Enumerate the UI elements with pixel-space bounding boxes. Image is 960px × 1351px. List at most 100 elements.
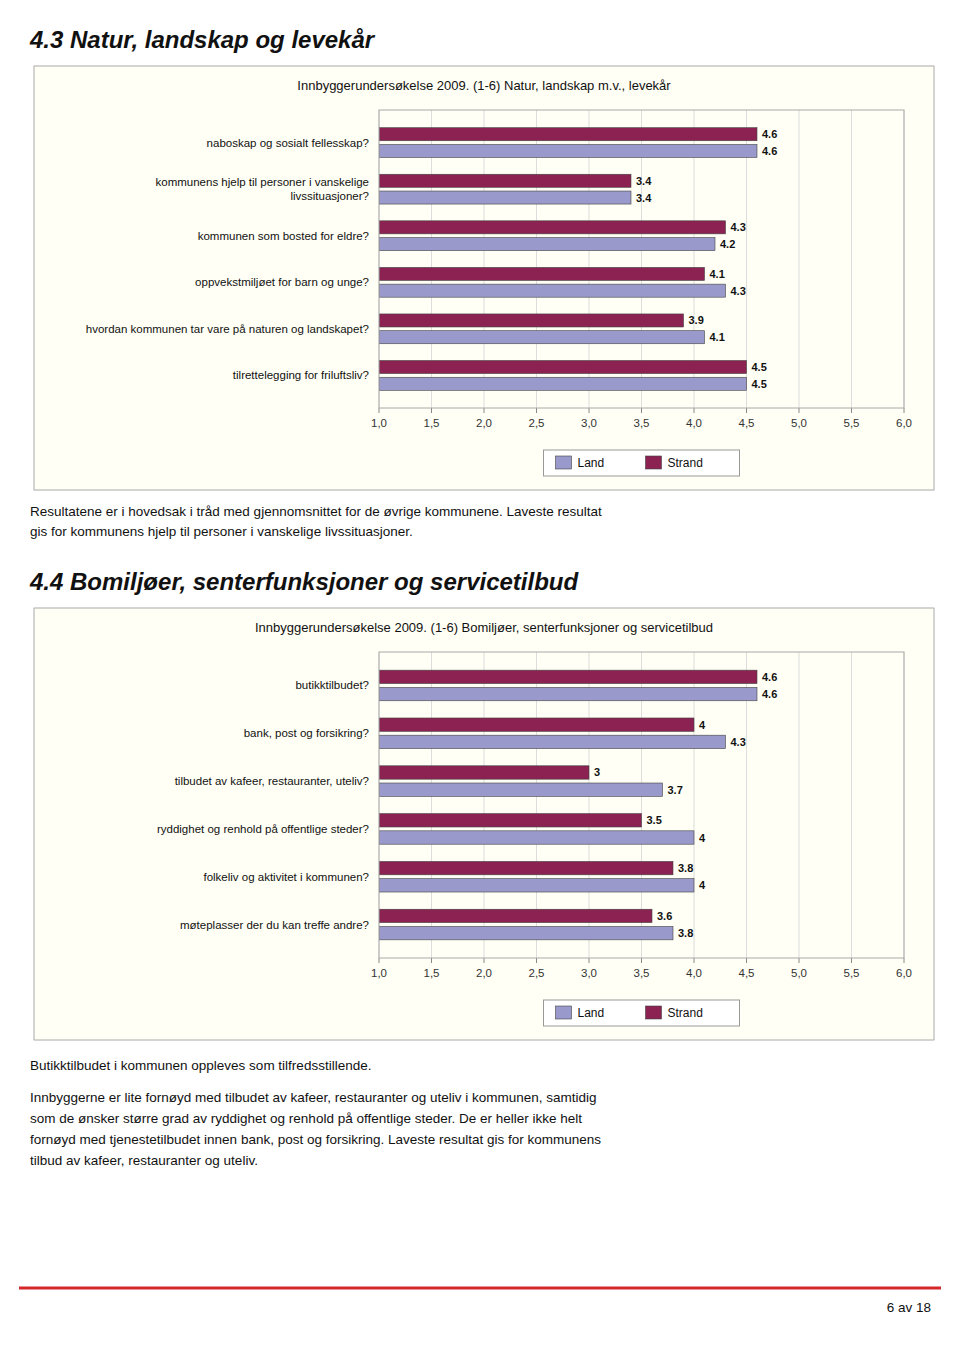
tick-mark bbox=[431, 408, 432, 413]
paragraph-line: fornøyd med tjenestetilbudet innen bank,… bbox=[30, 1132, 601, 1147]
data-label: 4.1 bbox=[710, 268, 725, 280]
legend-label: Land bbox=[578, 1006, 605, 1020]
bar bbox=[379, 191, 631, 204]
data-label: 4.3 bbox=[731, 221, 746, 233]
data-label: 4.6 bbox=[762, 688, 777, 700]
data-label: 3.8 bbox=[678, 862, 693, 874]
tick-mark bbox=[641, 958, 642, 963]
legend-label: Strand bbox=[668, 456, 703, 470]
tick-mark bbox=[799, 408, 800, 413]
grid-line bbox=[851, 110, 852, 408]
tick-mark bbox=[379, 408, 380, 413]
bars bbox=[379, 670, 757, 940]
tick-mark bbox=[851, 958, 852, 963]
section-heading: 4.3 Natur, landskap og levekår bbox=[29, 26, 376, 53]
bar bbox=[379, 670, 757, 683]
data-label: 4.6 bbox=[762, 671, 777, 683]
category-label: folkeliv og aktivitet i kommunen? bbox=[203, 871, 369, 883]
tick-mark bbox=[694, 408, 695, 413]
data-label: 4.2 bbox=[720, 238, 735, 250]
chart: Innbyggerundersøkelse 2009. (1-6) Natur,… bbox=[34, 66, 934, 490]
data-label: 4.3 bbox=[731, 285, 746, 297]
bar bbox=[379, 783, 663, 796]
tick-mark bbox=[746, 408, 747, 413]
data-label: 3.7 bbox=[668, 784, 683, 796]
bar bbox=[379, 238, 715, 251]
category-label: ryddighet og renhold på offentlige stede… bbox=[157, 823, 369, 835]
data-labels: 4.54.14.34.23.44.64.53.94.14.33.44.6 bbox=[636, 128, 777, 390]
tick-mark bbox=[694, 958, 695, 963]
bar bbox=[379, 128, 757, 141]
paragraph-line: tilbud av kafeer, restauranter og uteliv… bbox=[30, 1153, 258, 1168]
bar bbox=[379, 267, 705, 280]
chart: Innbyggerundersøkelse 2009. (1-6) Bomilj… bbox=[34, 608, 934, 1040]
category-label: hvordan kommunen tar vare på naturen og … bbox=[86, 323, 369, 335]
data-label: 4 bbox=[699, 719, 706, 731]
background bbox=[0, 0, 960, 1351]
tick-mark bbox=[904, 408, 905, 413]
bar bbox=[379, 174, 631, 187]
bar bbox=[379, 814, 642, 827]
tick-label: 4,0 bbox=[686, 417, 702, 429]
data-label: 3.4 bbox=[636, 192, 652, 204]
tick-label: 1,5 bbox=[424, 967, 440, 979]
category-label: naboskap og sosialt fellesskap? bbox=[207, 137, 369, 149]
tick-mark bbox=[536, 958, 537, 963]
legend-frame bbox=[544, 1000, 740, 1026]
tick-label: 5,5 bbox=[844, 967, 860, 979]
tick-label: 6,0 bbox=[896, 967, 912, 979]
bar bbox=[379, 766, 589, 779]
tick-mark bbox=[431, 958, 432, 963]
tick-label: 2,5 bbox=[529, 417, 545, 429]
bar bbox=[379, 377, 747, 390]
paragraph-line: som de ønsker større grad av ryddighet o… bbox=[30, 1111, 582, 1126]
tick-mark bbox=[589, 408, 590, 413]
bar bbox=[379, 331, 705, 344]
bar bbox=[379, 879, 694, 892]
tick-mark bbox=[536, 408, 537, 413]
data-label: 4.6 bbox=[762, 128, 777, 140]
paragraph-line: Innbyggerne er lite fornøyd med tilbudet… bbox=[30, 1090, 597, 1105]
data-label: 3 bbox=[594, 766, 600, 778]
tick-label: 3,5 bbox=[634, 417, 650, 429]
data-label: 3.9 bbox=[689, 314, 704, 326]
bar bbox=[379, 314, 684, 327]
data-label: 4.5 bbox=[752, 378, 767, 390]
tick-label: 5,0 bbox=[791, 967, 807, 979]
page: 4.3 Natur, landskap og levekår Innbyggeru… bbox=[0, 0, 960, 1351]
data-label: 3.6 bbox=[657, 910, 672, 922]
paragraph-line: gis for kommunens hjelp til personer i v… bbox=[30, 524, 413, 539]
legend-label: Strand bbox=[668, 1006, 703, 1020]
category-label: oppvekstmiljøet for barn og unge? bbox=[195, 276, 369, 288]
tick-mark bbox=[379, 958, 380, 963]
bar bbox=[379, 718, 694, 731]
tick-label: 5,0 bbox=[791, 417, 807, 429]
plot-frame bbox=[379, 110, 904, 408]
data-label: 4 bbox=[699, 832, 706, 844]
bar bbox=[379, 687, 757, 700]
tick-label: 1,0 bbox=[371, 417, 387, 429]
data-label: 4.3 bbox=[731, 736, 746, 748]
data-label: 3.8 bbox=[678, 927, 693, 939]
tick-mark bbox=[589, 958, 590, 963]
data-label: 3.5 bbox=[647, 814, 662, 826]
tick-label: 1,0 bbox=[371, 967, 387, 979]
tick-label: 3,0 bbox=[581, 417, 597, 429]
data-label: 3.4 bbox=[636, 175, 652, 187]
bar bbox=[379, 926, 673, 939]
category-label: bank, post og forsikring? bbox=[244, 727, 369, 739]
paragraph-line: Resultatene er i hovedsak i tråd med gje… bbox=[30, 504, 602, 519]
legend-swatch bbox=[556, 1006, 572, 1019]
bar bbox=[379, 221, 726, 234]
tick-label: 4,0 bbox=[686, 967, 702, 979]
category-label: møteplasser der du kan treffe andre? bbox=[180, 919, 369, 931]
tick-label: 6,0 bbox=[896, 417, 912, 429]
bar bbox=[379, 735, 726, 748]
bar bbox=[379, 909, 652, 922]
grid-line bbox=[851, 652, 852, 958]
tick-label: 4,5 bbox=[739, 417, 755, 429]
bar bbox=[379, 144, 757, 157]
tick-mark bbox=[799, 958, 800, 963]
category-label: kommunens hjelp til personer i vanskelig… bbox=[156, 176, 370, 202]
bars bbox=[379, 128, 757, 391]
